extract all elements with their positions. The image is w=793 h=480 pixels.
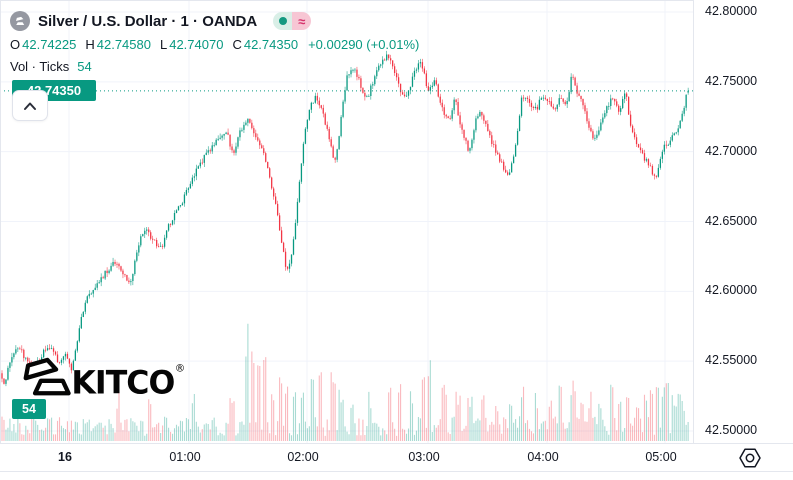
volume-bars-up (5, 323, 689, 441)
change-value: +0.00290 (+0.01%) (308, 37, 420, 52)
price-tick-label: 42.70000 (705, 143, 758, 158)
axis-separator-vertical (693, 0, 694, 471)
time-tick-label: 04:00 (527, 450, 559, 464)
candle-wicks-up (5, 50, 689, 387)
time-tick-label: 01:00 (169, 450, 201, 464)
price-axis[interactable]: 42.80000 42.75000 42.70000 42.65000 42.60000… (694, 0, 793, 443)
time-tick-label: 05:00 (645, 450, 677, 464)
open-value: 42.74225 (22, 37, 77, 52)
price-tick-label: 42.60000 (705, 283, 758, 298)
low-value: 42.74070 (169, 37, 224, 52)
settings-button[interactable] (737, 445, 763, 471)
price-tick-label: 42.75000 (705, 73, 758, 88)
kitco-logo[interactable]: KITCO ® (14, 353, 192, 401)
frame-bottom (0, 471, 793, 472)
registered-mark: ® (175, 362, 186, 374)
high-value: 42.74580 (96, 37, 151, 52)
volume-label: Vol · Ticks (10, 59, 70, 74)
price-tick-label: 42.65000 (705, 213, 758, 228)
settings-icon (739, 448, 761, 468)
price-tick-label: 42.50000 (705, 423, 758, 437)
frame-top (0, 0, 793, 1)
open-label: O (10, 37, 21, 52)
time-tick-label: 16 (58, 450, 72, 464)
kitco-gold-bars-icon (23, 357, 71, 396)
ohlc-row: O 42.74225 H 42.74580 L 42.74070 C 42.74… (10, 37, 419, 52)
volume-badge: 54 (12, 399, 46, 419)
collapse-pane-button[interactable] (12, 90, 48, 121)
approx-data-icon: ≈ (292, 12, 312, 30)
market-open-dot-icon (278, 17, 287, 25)
candle-bodies-up (5, 54, 689, 384)
chevron-up-icon (24, 102, 36, 110)
volume-row: Vol · Ticks 54 (10, 59, 419, 74)
symbol-title[interactable]: Silver / U.S. Dollar · 1 · OANDA (38, 12, 258, 30)
close-value: 42.74350 (243, 37, 299, 52)
chart-legend: Silver / U.S. Dollar · 1 · OANDA ≈ O 42.… (10, 9, 419, 74)
price-tick-label: 42.55000 (705, 353, 758, 368)
symbol-row: Silver / U.S. Dollar · 1 · OANDA ≈ (10, 9, 419, 33)
market-status-toggle[interactable]: ≈ (273, 12, 312, 30)
time-tick-label: 03:00 (408, 450, 440, 464)
high-label: H (85, 37, 95, 52)
axis-separator-horizontal (0, 443, 793, 444)
volume-value: 54 (77, 59, 92, 74)
time-axis[interactable]: 16 01:00 02:00 03:00 04:00 05:00 (0, 444, 793, 471)
close-label: C (232, 37, 242, 52)
frame-left (0, 0, 1, 472)
low-label: L (159, 37, 168, 52)
time-tick-label: 02:00 (287, 450, 319, 464)
kitco-wordmark: KITCO (71, 365, 174, 401)
instrument-logo-icon (10, 11, 30, 31)
price-chart-canvas[interactable] (0, 0, 694, 443)
price-tick-label: 42.80000 (705, 4, 758, 18)
market-open-indicator (273, 12, 293, 30)
